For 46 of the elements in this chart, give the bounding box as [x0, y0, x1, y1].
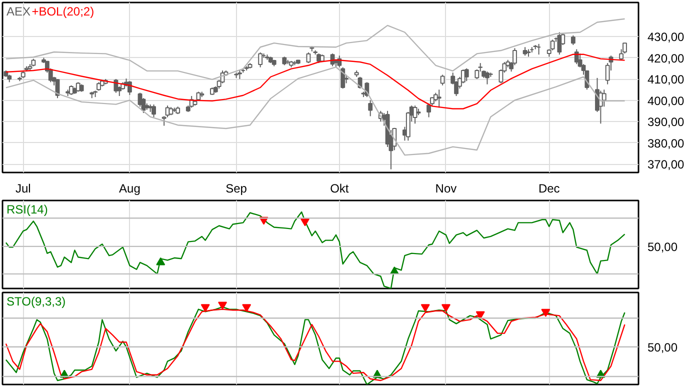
point	[420, 304, 430, 312]
y-tick-label: 410,00	[648, 72, 685, 86]
x-tick-label: Sep	[226, 182, 248, 196]
x-tick-label: Okt	[330, 182, 350, 196]
point	[242, 304, 252, 312]
candlestick	[152, 104, 156, 118]
candlestick	[440, 74, 445, 86]
text: 50,00	[648, 240, 678, 254]
y-tick-label: 400,00	[648, 94, 685, 108]
y-tick-label: 390,00	[648, 115, 685, 129]
point	[156, 257, 166, 266]
x-tick-label: Jul	[15, 182, 31, 196]
point	[200, 304, 210, 312]
candlestick	[127, 80, 132, 96]
series-label: RSI(14)	[6, 202, 48, 216]
x-tick-label: Dec	[538, 182, 560, 196]
candlestick	[368, 100, 373, 117]
candlestick	[485, 71, 490, 85]
x-tick-label: Aug	[119, 182, 140, 196]
series-label: STO(9,3,3)	[6, 294, 66, 308]
y-tick-label: 370,00	[648, 158, 685, 172]
line-series	[5, 18, 626, 80]
candlestick	[464, 68, 469, 82]
candlestick	[412, 105, 418, 124]
text: +BOL(20;2)	[32, 4, 94, 18]
candlestick	[550, 39, 555, 51]
text: 50,00	[648, 340, 678, 354]
candlestick	[258, 52, 263, 68]
y-tick-label: 430,00	[648, 30, 685, 44]
x-tick-label: Nov	[435, 182, 457, 196]
text: AEX	[6, 4, 31, 18]
point	[441, 304, 450, 312]
candlestick	[570, 34, 576, 46]
point	[476, 311, 485, 320]
candlestick	[306, 52, 311, 64]
y-tick-label: 380,00	[648, 136, 685, 150]
point	[218, 302, 228, 310]
candlestick	[602, 89, 606, 108]
candlestick	[557, 32, 562, 56]
point	[541, 308, 550, 317]
point	[300, 218, 310, 226]
candlestick	[69, 84, 74, 96]
y-tick-label: 420,00	[648, 51, 685, 66]
line-series	[5, 66, 626, 156]
candlestick	[436, 89, 442, 108]
candlestick	[340, 66, 346, 90]
